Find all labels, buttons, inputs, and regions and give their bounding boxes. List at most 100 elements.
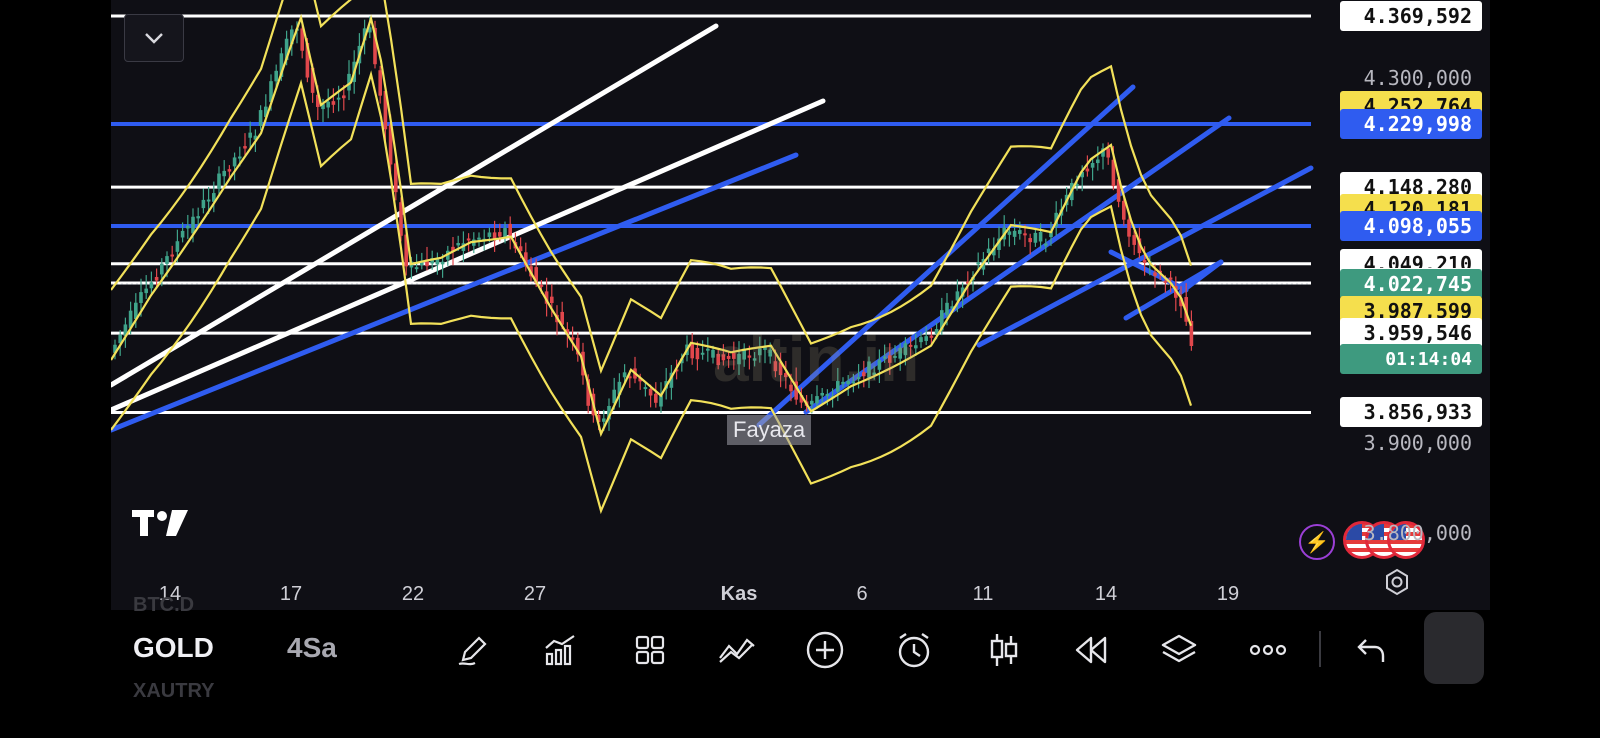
candle-body [123, 324, 128, 337]
candle-body [726, 355, 731, 359]
candle-body [570, 337, 575, 340]
candle-body [1163, 280, 1168, 283]
candle-body [893, 355, 897, 358]
interval-selector[interactable]: 4Sa [287, 632, 337, 663]
price-label-level-4098055: 4.098,055 [1340, 210, 1482, 241]
symbol-selector[interactable]: GOLD [133, 632, 214, 663]
drawings-icon [719, 638, 755, 663]
candle-body [269, 81, 273, 102]
candle-body [321, 104, 325, 110]
candle-body [316, 94, 320, 107]
bollinger-upper [111, 0, 1193, 375]
candle-body [1116, 179, 1121, 202]
candle-body [1012, 230, 1017, 237]
candle-body [1096, 159, 1100, 164]
candle-body [154, 276, 159, 281]
candle-body [669, 372, 674, 388]
candle-body [451, 246, 455, 252]
candle-body [222, 170, 226, 177]
price-label-level-3856933: 3.856,933 [1340, 397, 1482, 428]
date-tick: 11 [972, 583, 994, 605]
candle-body [794, 381, 798, 400]
candle-body [425, 259, 429, 267]
white-trendline [111, 23, 719, 388]
candle-body [284, 38, 289, 61]
candle-body [378, 70, 382, 96]
lightning-icon[interactable]: ⚡ [1299, 524, 1335, 560]
candle-body [253, 135, 258, 140]
layers-button[interactable] [1159, 630, 1199, 670]
layers-icon [1161, 634, 1197, 663]
candle-body [695, 347, 700, 360]
candle-body [201, 199, 206, 209]
candle-body [518, 246, 523, 252]
candle-body [789, 384, 793, 392]
price-chart[interactable] [111, 0, 1490, 610]
candle-body [331, 101, 336, 105]
candle-body [856, 377, 861, 380]
replay-button[interactable] [1071, 630, 1111, 670]
candle-body [1153, 272, 1157, 276]
candle-body [388, 124, 393, 165]
candle-body [1028, 238, 1032, 243]
candle-body [898, 348, 902, 359]
candle-body [1101, 148, 1105, 157]
bollinger-middle [111, 13, 1193, 438]
candle-body [170, 254, 174, 257]
price-tick-3900000: 3.900,000 [1363, 431, 1472, 455]
indicators-button[interactable] [540, 630, 580, 670]
candle-body [742, 348, 746, 360]
candle-body [825, 393, 830, 396]
settings-icon[interactable] [1383, 568, 1411, 596]
candle-body [700, 352, 705, 355]
layouts-button[interactable] [630, 630, 670, 670]
candle-body [778, 362, 783, 376]
collapse-button[interactable] [124, 14, 184, 62]
candle-body [997, 238, 1001, 250]
candle-body [503, 228, 507, 237]
candle-body [628, 376, 632, 379]
drawings-button[interactable] [717, 630, 757, 670]
candle-body [487, 232, 492, 237]
toolbar-divider [1319, 631, 1321, 667]
undo-button[interactable] [1351, 630, 1391, 670]
layouts-icon [635, 635, 665, 665]
alert-button[interactable] [894, 630, 934, 670]
candle-body [305, 42, 310, 78]
date-tick: 14 [158, 583, 182, 605]
candle-body [732, 352, 736, 359]
add-button[interactable] [805, 630, 845, 670]
candle-body [612, 389, 616, 404]
candle-body [373, 27, 377, 65]
candle-body [674, 369, 679, 372]
more-button[interactable] [1248, 630, 1288, 670]
pencil-button[interactable] [453, 630, 493, 670]
blue-trendline [803, 115, 1232, 415]
candle-body [1007, 231, 1012, 235]
candle-body [414, 267, 419, 270]
symbol-list-item-next[interactable]: XAUTRY [133, 680, 215, 700]
candle-body [716, 353, 720, 366]
candle-body [1137, 238, 1142, 254]
side-panel-handle[interactable] [1424, 612, 1484, 684]
candle-body [882, 356, 887, 359]
candle-body [248, 132, 252, 138]
candle-body [810, 400, 814, 405]
chart-type-button[interactable] [984, 630, 1024, 670]
candle-body [1023, 233, 1027, 236]
candle-body [1075, 184, 1079, 187]
candle-body [1132, 235, 1136, 245]
candle-body [643, 387, 648, 390]
chart-background [111, 0, 1490, 610]
candle-body [940, 310, 944, 331]
candle-body [966, 281, 970, 284]
candle-body [596, 414, 601, 422]
candle-body [617, 381, 622, 395]
symbol-list-item-prev[interactable]: BTC.D [133, 594, 195, 616]
candle-body [186, 225, 190, 229]
us-flag-icon-3[interactable] [1387, 521, 1425, 559]
candle-body [846, 380, 850, 385]
candle-body [690, 343, 694, 359]
date-tick: 6 [856, 583, 868, 605]
candle-body [534, 267, 538, 284]
